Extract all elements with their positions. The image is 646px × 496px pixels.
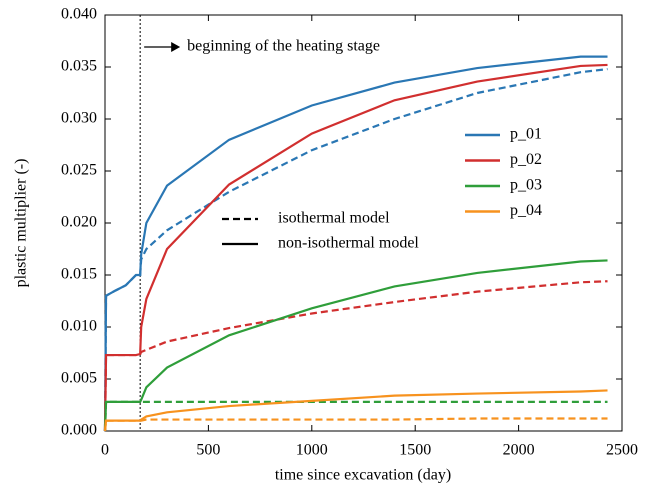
series-line — [103, 389, 608, 432]
series-line — [103, 55, 608, 432]
legend-label: isothermal model — [278, 210, 390, 227]
x-tick-label: 2000 — [503, 442, 535, 459]
y-tick-label: 0.025 — [61, 162, 97, 179]
y-tick-label: 0.020 — [61, 214, 97, 231]
x-tick-label: 0 — [101, 442, 109, 459]
x-tick-label: 1500 — [399, 442, 431, 459]
annotation-arrowhead — [171, 42, 181, 52]
legend-label: p_01 — [510, 126, 542, 143]
y-tick-label: 0.015 — [61, 266, 97, 283]
x-tick-label: 2500 — [606, 442, 638, 459]
x-tick-label: 500 — [196, 442, 220, 459]
y-tick-label: 0.010 — [61, 318, 97, 335]
y-tick-label: 0.035 — [61, 58, 97, 75]
legend-label: p_02 — [510, 151, 542, 168]
y-tick-label: 0.040 — [61, 6, 97, 23]
y-tick-label: 0.030 — [61, 110, 97, 127]
y-axis-label: plastic multiplier (-) — [13, 159, 30, 288]
series-line — [103, 417, 608, 432]
series-line — [103, 63, 608, 432]
legend-label: p_03 — [510, 177, 542, 194]
y-tick-label: 0.005 — [61, 370, 97, 387]
x-axis-label: time since excavation (day) — [275, 467, 451, 484]
series-line — [103, 280, 608, 432]
series-line — [103, 400, 608, 432]
series-line — [103, 259, 608, 432]
y-tick-label: 0.000 — [61, 422, 97, 439]
annotation: beginning of the heating stage — [187, 38, 380, 55]
legend-label: p_04 — [510, 202, 542, 219]
x-tick-label: 1000 — [296, 442, 328, 459]
legend-label: non-isothermal model — [278, 235, 419, 252]
